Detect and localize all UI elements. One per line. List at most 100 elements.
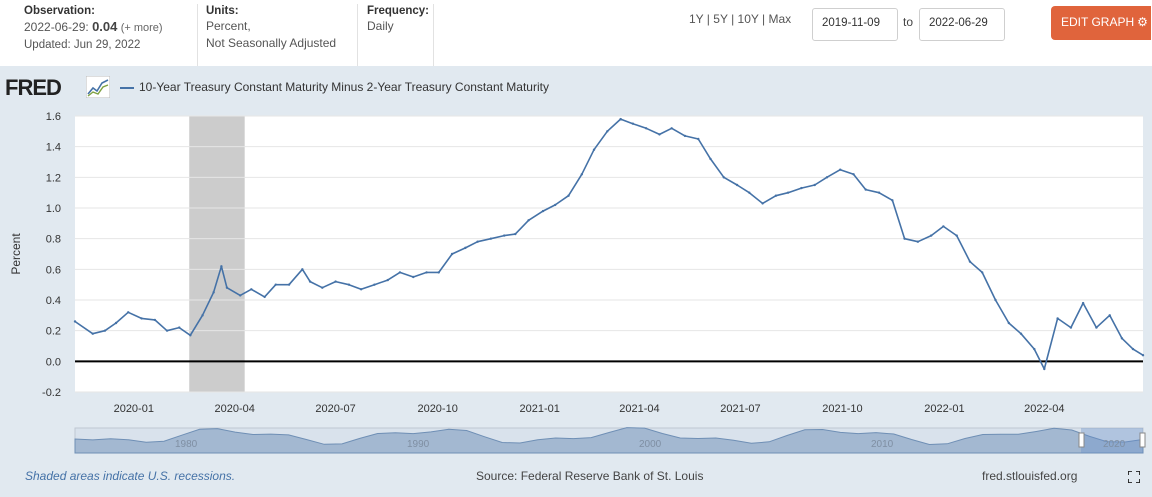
x-tick-label: 2020-07 [315, 403, 355, 415]
navigator-year-label: 2010 [871, 439, 894, 450]
data-point [220, 265, 223, 268]
navigator-handle-left [1078, 432, 1085, 448]
data-point [450, 252, 454, 256]
data-point [287, 283, 291, 286]
data-point [697, 137, 700, 141]
data-point [1019, 332, 1023, 335]
navigator-year-label: 2020 [1103, 439, 1126, 450]
frequency-label: Frequency: [367, 5, 429, 17]
data-point [1120, 337, 1124, 340]
y-tick-label: 1.2 [46, 172, 61, 184]
y-tick-label: 0.4 [46, 295, 61, 307]
data-point [968, 260, 972, 263]
data-point [813, 183, 816, 187]
data-point [301, 268, 304, 271]
x-tick-label: 2021-10 [822, 403, 862, 415]
data-point [839, 168, 842, 171]
series-metadata-bar: Observation: 2022-06-29: 0.04 (+ more) U… [0, 0, 1152, 66]
data-point [1141, 354, 1145, 357]
units-line2: Not Seasonally Adjusted [206, 36, 337, 50]
range-1y-link[interactable]: 1Y [689, 12, 704, 26]
end-date-input[interactable]: 2022-06-29 [919, 8, 1005, 41]
data-point [877, 191, 881, 194]
data-point [140, 317, 143, 320]
data-point [514, 232, 517, 236]
edit-graph-label: EDIT GRAPH [1061, 15, 1135, 29]
data-point [825, 176, 829, 179]
data-point [1007, 321, 1011, 325]
data-point [373, 283, 376, 286]
start-date-input[interactable]: 2019-11-09 [812, 8, 898, 41]
data-point [864, 188, 867, 191]
data-point [735, 183, 739, 187]
observation-label: Observation: [24, 5, 95, 17]
data-point [980, 271, 984, 274]
data-point [239, 294, 242, 297]
data-point [153, 318, 157, 322]
data-point [212, 291, 215, 294]
frequency-value: Daily [367, 19, 394, 33]
x-tick-label: 2022-04 [1024, 403, 1064, 415]
data-point [225, 286, 229, 289]
data-point [425, 271, 428, 274]
series-line [74, 118, 1144, 370]
data-point [1056, 317, 1059, 320]
source-text: Source: Federal Reserve Bank of St. Loui… [476, 469, 704, 483]
data-point [1043, 367, 1046, 371]
legend-series-name: 10-Year Treasury Constant Maturity Minus… [139, 80, 549, 94]
range-10y-link[interactable]: 10Y [737, 12, 759, 26]
data-point [1033, 347, 1036, 351]
data-point [464, 246, 467, 250]
x-tick-label: 2020-04 [215, 403, 255, 415]
data-point [1081, 301, 1085, 305]
observation-date: 2022-06-29: [24, 20, 89, 34]
y-tick-label: 0.6 [46, 264, 61, 276]
updated-date: Updated: Jun 29, 2022 [24, 39, 141, 51]
data-point [903, 237, 906, 240]
navigator-year-label: 1980 [175, 439, 198, 450]
data-point [201, 314, 204, 317]
navigator-handle-right [1139, 432, 1146, 448]
legend-swatch [120, 86, 134, 89]
edit-graph-button[interactable]: EDIT GRAPH ⚙ [1051, 6, 1151, 40]
y-tick-label: 1.6 [46, 111, 61, 123]
data-point [114, 321, 118, 325]
x-tick-label: 2021-04 [619, 403, 659, 415]
data-point [165, 329, 169, 332]
data-point [916, 240, 920, 243]
data-point [437, 271, 440, 274]
observation-line: 2022-06-29: 0.04 (+ more) [24, 18, 197, 37]
line-chart: 1.6 1.4 1.2 1.0 0.8 0.6 0.4 0.2 0.0 -0.2 2020-01 20… [9, 111, 1146, 454]
data-point [774, 194, 778, 197]
y-tick-label: 0.2 [46, 326, 61, 338]
data-point [800, 186, 803, 190]
data-point [658, 133, 661, 136]
y-tick-label: 1.0 [46, 203, 61, 215]
data-point [73, 320, 77, 323]
data-point [178, 326, 181, 329]
x-tick-label: 2020-10 [417, 403, 457, 415]
range-max-link[interactable]: Max [768, 12, 792, 26]
more-observations-link[interactable]: (+ more) [120, 22, 163, 34]
data-point [502, 234, 506, 237]
data-point [398, 271, 402, 274]
site-link[interactable]: fred.stlouisfed.org [982, 469, 1078, 483]
y-tick-label: 0.0 [46, 356, 61, 368]
gear-icon: ⚙ [1137, 15, 1148, 29]
data-point [955, 234, 958, 237]
x-tick-label: 2021-01 [519, 403, 559, 415]
x-tick-label: 2020-01 [114, 403, 154, 415]
data-point [942, 225, 945, 228]
range-5y-link[interactable]: 5Y [713, 12, 728, 26]
observation-value: 0.04 [92, 19, 118, 34]
frequency-block: Frequency: Daily [359, 4, 434, 66]
data-point [994, 298, 997, 302]
data-point [670, 127, 673, 130]
observation-block: Observation: 2022-06-29: 0.04 (+ more) U… [14, 4, 198, 66]
units-label: Units: [206, 5, 239, 17]
units-block: Units: Percent, Not Seasonally Adjusted [198, 4, 358, 66]
line-chart-icon [86, 76, 110, 98]
fullscreen-icon[interactable] [1128, 471, 1140, 483]
data-point [476, 240, 479, 243]
